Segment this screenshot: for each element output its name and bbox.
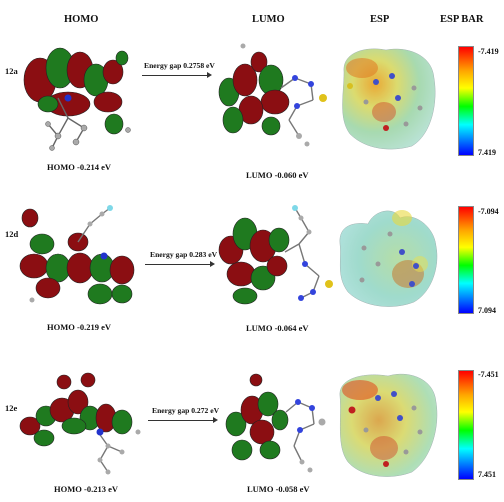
compound-label-12e: 12e	[5, 403, 18, 413]
esp-surface-12e	[339, 373, 438, 477]
esp-bar-max-12e: -7.451	[478, 370, 499, 379]
homo-orbital-12e	[19, 372, 141, 475]
arrow-12a	[142, 72, 212, 78]
esp-column-header: ESP	[370, 14, 390, 25]
esp-surface-12d	[339, 210, 438, 307]
esp-bar-min-12d: 7.094	[478, 306, 496, 315]
esp-surface-12a	[342, 48, 436, 150]
energy-gap-12a: Energy gap 0.2758 eV	[144, 61, 215, 70]
arrow-12d	[145, 261, 215, 267]
lumo-column-header: LUMO	[252, 14, 285, 25]
compound-label-12a: 12a	[5, 66, 18, 76]
arrow-12e	[148, 417, 218, 423]
homo-energy-12a: HOMO -0.214 eV	[47, 162, 111, 172]
homo-orbital-12d	[19, 205, 135, 305]
esp-bar-min-12a: 7.419	[478, 148, 496, 157]
lumo-orbital-12e	[225, 373, 326, 473]
lumo-energy-12e: LUMO -0.058 eV	[247, 484, 310, 494]
esp-color-bar-12d	[458, 206, 474, 314]
lumo-energy-12a: LUMO -0.060 eV	[246, 170, 309, 180]
homo-energy-12e: HOMO -0.213 eV	[54, 484, 118, 494]
esp-bar-max-12a: -7.419	[478, 47, 499, 56]
homo-column-header: HOMO	[64, 14, 99, 25]
lumo-orbital-12a	[218, 43, 327, 147]
esp-bar-column-header: ESP BAR	[440, 14, 484, 25]
homo-orbital-12a	[23, 47, 131, 151]
lumo-orbital-12d	[218, 205, 333, 305]
energy-gap-12d: Energy gap 0.283 eV	[150, 250, 218, 259]
lumo-energy-12d: LUMO -0.064 eV	[246, 323, 309, 333]
esp-color-bar-12a	[458, 46, 474, 156]
esp-bar-max-12d: -7.094	[478, 207, 499, 216]
esp-color-bar-12e	[458, 370, 474, 480]
energy-gap-12e: Energy gap 0.272 eV	[152, 406, 220, 415]
compound-label-12d: 12d	[5, 229, 19, 239]
esp-bar-min-12e: 7.451	[478, 470, 496, 479]
homo-energy-12d: HOMO -0.219 eV	[47, 322, 111, 332]
